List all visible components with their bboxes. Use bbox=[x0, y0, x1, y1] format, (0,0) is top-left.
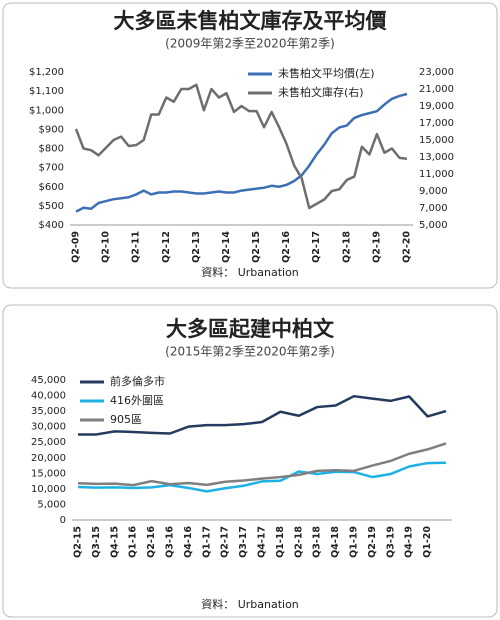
x-tick-label: Q2-14 bbox=[221, 231, 232, 263]
y-tick-label: 21,000 bbox=[419, 84, 454, 95]
chart-title: 大多區未售柏文庫存及平均價 bbox=[114, 9, 388, 33]
x-tick-label: Q1-16 bbox=[128, 526, 139, 558]
y-tick-label: $700 bbox=[39, 163, 64, 174]
x-tick-label: Q1-17 bbox=[201, 526, 212, 558]
x-tick-label: Q2-16 bbox=[281, 231, 292, 263]
x-tick-label: Q2-10 bbox=[101, 231, 112, 263]
y-tick-label: 11,000 bbox=[419, 169, 454, 180]
x-tick-label: Q2-18 bbox=[341, 231, 352, 263]
chart-subtitle: (2015年第2季至2020年第2季) bbox=[165, 345, 335, 359]
series-line bbox=[78, 394, 447, 436]
y-tick-label: $500 bbox=[39, 201, 64, 212]
y-tick-label: 9,000 bbox=[419, 186, 448, 197]
series-line bbox=[77, 461, 447, 493]
x-tick-label: Q4-18 bbox=[330, 526, 341, 558]
chart-subtitle: (2009年第2季至2020年第2季) bbox=[165, 37, 335, 51]
y-tick-label: 10,000 bbox=[31, 484, 66, 495]
x-tick-label: Q3-17 bbox=[238, 526, 249, 558]
x-tick-label: Q1-20 bbox=[422, 526, 433, 558]
y-tick-label: 40,000 bbox=[31, 391, 66, 402]
x-tick-label: Q2-17 bbox=[220, 526, 231, 558]
x-tick-label: Q4-16 bbox=[183, 526, 194, 558]
y-tick-label: $1,100 bbox=[29, 86, 64, 97]
y-tick-label: 25,000 bbox=[31, 437, 66, 448]
x-tick-label: Q3-15 bbox=[91, 526, 102, 558]
panel bbox=[2, 2, 498, 289]
x-tick-label: Q3-16 bbox=[165, 526, 176, 558]
x-tick-label: Q2-19 bbox=[367, 526, 378, 558]
y-tick-label: $900 bbox=[39, 124, 64, 135]
x-tick-label: Q3-19 bbox=[385, 526, 396, 558]
x-tick-label: Q2-09 bbox=[71, 231, 82, 263]
y-tick-label: $1,200 bbox=[29, 67, 64, 78]
source: 資料： Urbanation bbox=[201, 265, 299, 279]
y-tick-label: $1,000 bbox=[29, 105, 64, 116]
source: 資料： Urbanation bbox=[201, 597, 299, 611]
y-tick-label: 15,000 bbox=[31, 468, 66, 479]
x-tick-label: Q2-19 bbox=[371, 231, 382, 263]
x-tick-label: Q4-17 bbox=[257, 526, 268, 558]
legend-label: 416外圍區 bbox=[110, 394, 164, 407]
y-tick-label: 19,000 bbox=[419, 101, 454, 112]
x-tick-label: Q2-15 bbox=[73, 526, 84, 558]
y-tick-label: 35,000 bbox=[31, 406, 66, 417]
y-tick-label: 13,000 bbox=[419, 152, 454, 163]
chart-title: 大多區起建中柏文 bbox=[166, 317, 335, 341]
x-tick-label: Q2-15 bbox=[251, 231, 262, 263]
x-tick-label: Q3-18 bbox=[312, 526, 323, 558]
y-tick-label: $400 bbox=[39, 220, 64, 231]
x-tick-label: Q4-19 bbox=[404, 526, 415, 558]
x-tick-label: Q1-18 bbox=[275, 526, 286, 558]
y-tick-label: 0 bbox=[60, 515, 66, 526]
y-tick-label: 23,000 bbox=[419, 67, 454, 78]
y-tick-label: $800 bbox=[39, 144, 64, 155]
y-tick-label: 20,000 bbox=[31, 453, 66, 464]
y-tick-label: 45,000 bbox=[31, 375, 66, 386]
y-tick-label: $600 bbox=[39, 182, 64, 193]
x-tick-label: Q2-20 bbox=[402, 231, 413, 263]
x-tick-label: Q2-16 bbox=[146, 526, 157, 558]
x-tick-label: Q1-19 bbox=[349, 526, 360, 558]
y-tick-label: 7,000 bbox=[419, 203, 448, 214]
panel bbox=[2, 304, 498, 618]
x-tick-label: Q4-15 bbox=[109, 526, 120, 558]
x-tick-label: Q2-17 bbox=[311, 231, 322, 263]
y-tick-label: 15,000 bbox=[419, 135, 454, 146]
series-line bbox=[77, 442, 447, 487]
y-tick-label: 5,000 bbox=[37, 499, 66, 510]
x-tick-label: Q2-12 bbox=[161, 231, 172, 263]
y-tick-label: 5,000 bbox=[419, 220, 448, 231]
series-line bbox=[75, 92, 408, 213]
legend-label: 未售柏文平均價(左) bbox=[278, 66, 375, 80]
y-tick-label: 30,000 bbox=[31, 422, 66, 433]
legend-label: 未售柏文庫存(右) bbox=[278, 85, 364, 99]
y-tick-label: 17,000 bbox=[419, 118, 454, 129]
legend-label: 前多倫多市 bbox=[110, 374, 165, 388]
x-tick-label: Q2-18 bbox=[293, 526, 304, 558]
series-line bbox=[74, 83, 408, 210]
x-tick-label: Q2-13 bbox=[191, 231, 202, 263]
x-tick-label: Q2-11 bbox=[131, 231, 142, 263]
legend-label: 905區 bbox=[110, 413, 142, 426]
